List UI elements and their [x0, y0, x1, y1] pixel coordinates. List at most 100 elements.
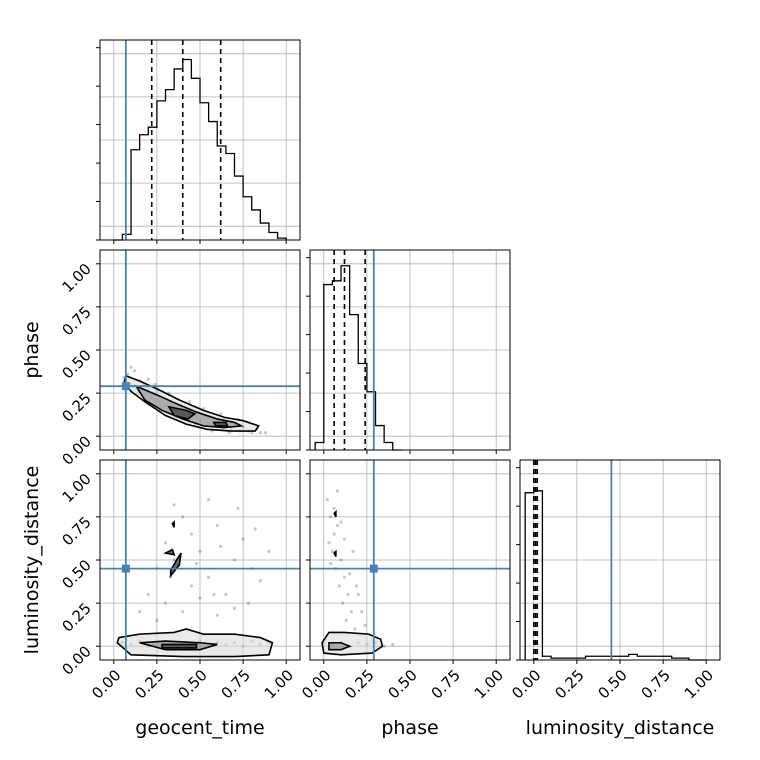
sample-point [194, 561, 199, 566]
sample-point [188, 400, 192, 404]
sample-point [215, 523, 219, 528]
sample-point [163, 541, 168, 545]
sample-point [351, 549, 355, 553]
y-tick-label: 1.00 [58, 470, 94, 506]
histogram-step-geocent_time [113, 58, 287, 241]
sample-point [267, 549, 271, 553]
density-contour [333, 509, 337, 518]
sample-point [342, 575, 347, 579]
sample-point [232, 606, 237, 610]
sample-point [219, 544, 223, 548]
sample-point [224, 592, 228, 597]
y-tick-label: 0.25 [58, 599, 94, 635]
sample-point [353, 627, 357, 631]
sample-point [189, 532, 193, 536]
x-tick-label: 0.00 [88, 666, 124, 702]
density-contour [123, 374, 260, 432]
x-tick-label: 0.25 [341, 666, 377, 702]
sample-point [207, 575, 211, 579]
ylabel-phase: phase [21, 321, 43, 378]
sample-point [335, 523, 340, 528]
density-contour [167, 405, 197, 420]
x-tick-label: 1.00 [261, 666, 297, 702]
y-tick-label: 0.75 [58, 513, 94, 549]
x-tick-label: 0.75 [218, 666, 254, 702]
sample-point [339, 558, 343, 562]
y-tick-label: 1.00 [58, 260, 94, 296]
ylabel-luminosity_distance: luminosity_distance [21, 466, 43, 655]
sample-point [227, 431, 231, 435]
density-contour [169, 552, 182, 578]
panel-phase-vs-geocent_time: 0.00 0.25 0.50 0.75 1.00 [58, 249, 301, 469]
sample-point [348, 572, 352, 576]
density-contour [212, 421, 229, 427]
panel-luminosity_distance-vs-phase: 0.00 0.25 0.50 0.75 1.00 [298, 459, 511, 702]
sample-point [329, 561, 333, 566]
y-tick-label: 0.00 [58, 642, 94, 678]
sample-point [332, 532, 336, 536]
density-contour [328, 641, 352, 651]
sample-point [219, 412, 223, 416]
truth-marker [121, 382, 130, 391]
x-tick-label: 0.25 [551, 666, 587, 702]
histogram-step-phase [314, 265, 402, 451]
sample-point [250, 431, 254, 435]
sample-point [258, 431, 262, 435]
y-tick-label: 0.50 [58, 346, 94, 382]
x-tick-label: 1.00 [471, 666, 507, 702]
sample-point [360, 610, 364, 614]
x-tick-label: 0.75 [638, 666, 674, 702]
sample-point [253, 527, 257, 531]
sample-point [241, 537, 245, 541]
x-tick-label: 0.00 [298, 666, 334, 702]
sample-point [138, 610, 142, 614]
sample-point [339, 520, 343, 524]
sample-point [129, 365, 133, 369]
x-tick-label: 0.50 [174, 666, 210, 702]
sample-point [181, 515, 185, 519]
x-tick-label: 1.00 [681, 666, 717, 702]
sample-point [327, 541, 331, 545]
density-contour [161, 643, 198, 649]
panel-geocent_time-hist [96, 39, 301, 244]
y-tick-label: 0.00 [58, 432, 94, 468]
xlabel-luminosity_distance: luminosity_distance [526, 717, 715, 739]
sample-point [349, 610, 353, 614]
sample-point [189, 584, 193, 588]
x-tick-label: 0.50 [594, 666, 630, 702]
sample-point [335, 489, 340, 493]
sample-point [163, 601, 168, 605]
sample-point [332, 506, 336, 510]
xlabel-geocent_time: geocent_time [135, 717, 264, 739]
sample-point [391, 642, 395, 647]
sample-point [346, 592, 350, 597]
panel-luminosity_distance-hist: 0.00 0.25 0.50 0.75 1.00 [508, 459, 721, 702]
y-tick-label: 0.75 [58, 303, 94, 339]
sample-point [363, 623, 367, 628]
sample-point [382, 644, 386, 648]
panel-phase-hist [306, 249, 511, 454]
sample-point [172, 558, 176, 562]
truth-marker [121, 564, 130, 573]
y-tick-label: 0.50 [58, 556, 94, 592]
sample-point [258, 579, 262, 583]
sample-point [354, 584, 359, 588]
x-tick-label: 0.00 [508, 666, 544, 702]
sample-point [212, 592, 216, 597]
sample-point [325, 498, 329, 502]
density-contour [333, 549, 337, 557]
density-contour [171, 520, 175, 528]
xlabel-phase: phase [381, 717, 438, 739]
sample-point [246, 601, 250, 605]
sample-point [330, 549, 335, 553]
sample-point [356, 592, 360, 597]
sample-point [207, 498, 211, 502]
sample-point [263, 431, 268, 435]
sample-point [329, 515, 333, 519]
sample-point [125, 372, 130, 376]
truth-marker [369, 564, 378, 573]
sample-point [232, 558, 237, 562]
sample-point [132, 369, 137, 373]
x-tick-label: 0.25 [131, 666, 167, 702]
sample-point [337, 584, 341, 588]
